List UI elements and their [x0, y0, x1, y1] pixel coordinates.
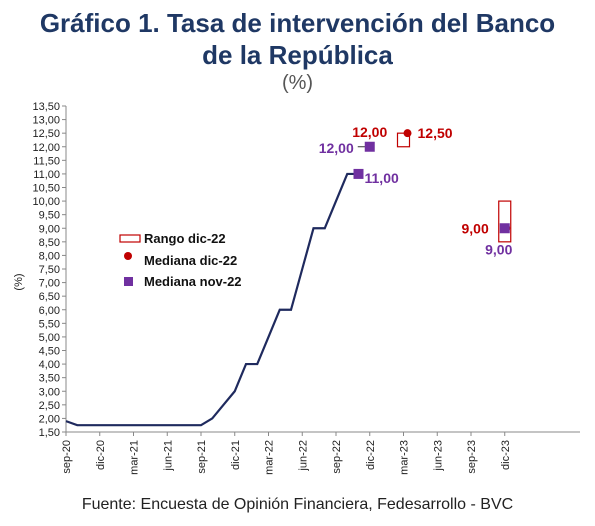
- y-tick-label: 10,00: [32, 196, 60, 208]
- median-dec-label: 9,00: [462, 220, 489, 236]
- chart-title-line1: Gráfico 1. Tasa de intervención del Banc…: [39, 8, 556, 38]
- chart-source: Fuente: Encuesta de Opinión Financiera, …: [81, 496, 514, 513]
- median-nov-marker: [364, 141, 375, 152]
- y-tick-label: 12,50: [32, 128, 60, 140]
- x-tick-label: dic-20: [95, 440, 107, 470]
- x-tick-label: dic-21: [230, 440, 242, 470]
- median-dec-marker: [403, 129, 412, 138]
- y-tick-label: 1,50: [39, 427, 60, 439]
- y-tick-label: 13,00: [32, 115, 60, 127]
- chart-subtitle: (%): [281, 72, 314, 94]
- range-box: [498, 200, 512, 243]
- x-tick-label: dic-23: [500, 440, 512, 470]
- y-tick-label: 7,50: [39, 264, 60, 276]
- y-tick-label: 3,00: [39, 386, 60, 398]
- y-tick-label: 9,00: [39, 223, 60, 235]
- x-tick-label: sep-23: [466, 440, 478, 474]
- legend-median-dec-label: Mediana dic-22: [144, 253, 237, 268]
- y-tick-label: 3,50: [39, 373, 60, 385]
- x-tick-label: mar-23: [399, 440, 411, 475]
- y-tick-label: 10,50: [32, 183, 60, 195]
- y-tick-label: 8,00: [39, 250, 60, 262]
- x-tick-label: jun-22: [297, 440, 309, 472]
- y-axis-label: (%): [13, 273, 25, 290]
- x-tick-label: mar-21: [129, 440, 141, 475]
- y-tick-label: 9,50: [39, 210, 60, 222]
- legend-median-nov-swatch: [124, 277, 133, 286]
- median-nov-label: 12,00: [319, 140, 354, 156]
- y-tick-label: 11,50: [33, 155, 60, 167]
- y-tick-label: 13,50: [32, 101, 60, 113]
- median-nov-marker: [353, 168, 364, 179]
- y-tick-label: 4,00: [39, 359, 60, 371]
- x-tick-label: mar-22: [264, 440, 276, 475]
- rate-series-line: [65, 172, 359, 427]
- y-tick-label: 2,00: [39, 413, 60, 425]
- legend-range-swatch: [119, 234, 141, 243]
- legend-median-nov-label: Mediana nov-22: [144, 274, 242, 289]
- x-tick-label: dic-22: [365, 440, 377, 470]
- median-nov-label: 9,00: [485, 241, 512, 257]
- legend-range-label: Rango dic-22: [144, 231, 226, 246]
- x-tick-label: sep-22: [331, 440, 343, 474]
- y-tick-label: 5,50: [39, 318, 60, 330]
- y-tick-label: 11,00: [33, 169, 60, 181]
- y-tick-label: 12,00: [32, 142, 60, 154]
- median-nov-marker: [499, 223, 510, 234]
- legend-median-dec-swatch: [124, 252, 132, 260]
- y-tick-label: 6,00: [39, 305, 60, 317]
- y-tick-label: 5,00: [39, 332, 60, 344]
- y-tick-label: 8,50: [39, 237, 60, 249]
- x-tick-label: jun-21: [162, 440, 174, 472]
- y-tick-label: 4,50: [39, 346, 60, 358]
- median-dec-label: 12,50: [418, 125, 453, 141]
- median-nov-label: 11,00: [365, 170, 399, 186]
- x-tick-label: sep-21: [196, 440, 208, 474]
- y-tick-label: 7,00: [39, 278, 60, 290]
- x-tick-label: sep-20: [61, 440, 73, 474]
- x-tick-label: jun-23: [432, 440, 444, 472]
- y-tick-label: 6,50: [39, 291, 60, 303]
- median-dec-label: 12,00: [352, 124, 387, 140]
- chart-title-line2: de la República: [202, 40, 393, 70]
- y-tick-label: 2,50: [39, 400, 60, 412]
